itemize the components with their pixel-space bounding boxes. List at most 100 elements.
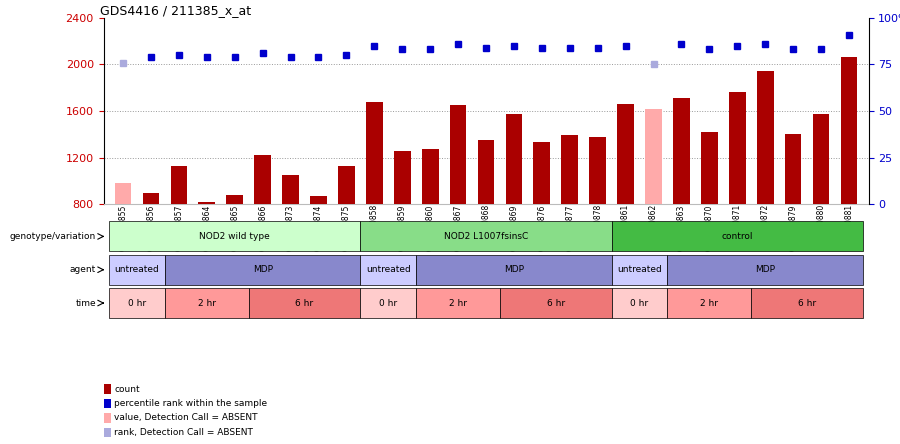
Text: GSM560855: GSM560855: [119, 204, 128, 250]
Text: 2 hr: 2 hr: [198, 298, 216, 308]
Bar: [109, 255, 165, 285]
Bar: [366, 102, 382, 204]
Bar: [104, 399, 111, 408]
Text: GSM560869: GSM560869: [509, 204, 518, 250]
Text: untreated: untreated: [114, 265, 159, 274]
Bar: [255, 155, 271, 204]
Bar: [668, 288, 751, 318]
Bar: [617, 104, 634, 204]
Bar: [752, 288, 863, 318]
Bar: [757, 71, 774, 204]
Text: GSM560862: GSM560862: [649, 204, 658, 250]
Text: genotype/variation: genotype/variation: [10, 232, 95, 241]
Text: GSM560864: GSM560864: [202, 204, 211, 250]
Bar: [450, 105, 466, 204]
Text: 2 hr: 2 hr: [700, 298, 718, 308]
Bar: [226, 195, 243, 204]
Text: GSM560874: GSM560874: [314, 204, 323, 250]
Text: 0 hr: 0 hr: [128, 298, 146, 308]
Text: untreated: untreated: [617, 265, 662, 274]
Text: GSM560881: GSM560881: [844, 204, 853, 250]
Bar: [360, 255, 416, 285]
Text: GSM560865: GSM560865: [230, 204, 239, 250]
Bar: [416, 288, 500, 318]
Bar: [506, 115, 522, 204]
Bar: [283, 175, 299, 204]
Text: GSM560879: GSM560879: [788, 204, 797, 250]
Text: NOD2 wild type: NOD2 wild type: [199, 232, 270, 241]
Text: 0 hr: 0 hr: [379, 298, 397, 308]
Text: 6 hr: 6 hr: [295, 298, 313, 308]
Bar: [114, 183, 131, 204]
Bar: [590, 137, 606, 204]
Text: untreated: untreated: [366, 265, 410, 274]
Text: GSM560873: GSM560873: [286, 204, 295, 250]
Text: agent: agent: [69, 265, 95, 274]
Bar: [562, 135, 578, 204]
Bar: [338, 166, 355, 204]
Text: GSM560863: GSM560863: [677, 204, 686, 250]
Text: MDP: MDP: [253, 265, 273, 274]
Text: GSM560875: GSM560875: [342, 204, 351, 250]
Bar: [729, 92, 746, 204]
Bar: [478, 140, 494, 204]
Text: GSM560857: GSM560857: [175, 204, 184, 250]
Text: GSM560856: GSM560856: [147, 204, 156, 250]
Bar: [612, 255, 668, 285]
Text: 6 hr: 6 hr: [798, 298, 816, 308]
Text: 6 hr: 6 hr: [546, 298, 565, 308]
Text: GSM560880: GSM560880: [816, 204, 825, 250]
Text: GSM560871: GSM560871: [733, 204, 742, 250]
Text: rank, Detection Call = ABSENT: rank, Detection Call = ABSENT: [114, 428, 253, 437]
Bar: [104, 413, 111, 423]
Bar: [645, 109, 662, 204]
Text: time: time: [76, 298, 95, 308]
Text: MDP: MDP: [504, 265, 524, 274]
Text: GSM560868: GSM560868: [482, 204, 490, 250]
Bar: [785, 134, 802, 204]
Text: GSM560870: GSM560870: [705, 204, 714, 250]
Text: GSM560878: GSM560878: [593, 204, 602, 250]
Bar: [813, 115, 830, 204]
Bar: [104, 428, 111, 437]
Text: 0 hr: 0 hr: [631, 298, 649, 308]
Bar: [170, 166, 187, 204]
Bar: [668, 255, 863, 285]
Bar: [360, 288, 416, 318]
Text: percentile rank within the sample: percentile rank within the sample: [114, 399, 267, 408]
Bar: [248, 288, 360, 318]
Text: GSM560859: GSM560859: [398, 204, 407, 250]
Bar: [165, 255, 360, 285]
Text: GSM560867: GSM560867: [454, 204, 463, 250]
Text: MDP: MDP: [755, 265, 775, 274]
Bar: [612, 222, 863, 251]
Text: 2 hr: 2 hr: [449, 298, 467, 308]
Text: control: control: [722, 232, 753, 241]
Text: GSM560861: GSM560861: [621, 204, 630, 250]
Bar: [416, 255, 612, 285]
Bar: [500, 288, 612, 318]
Bar: [198, 202, 215, 204]
Bar: [422, 150, 438, 204]
Bar: [394, 151, 410, 204]
Bar: [673, 98, 689, 204]
Bar: [142, 193, 159, 204]
Text: GSM560866: GSM560866: [258, 204, 267, 250]
Bar: [165, 288, 248, 318]
Text: GDS4416 / 211385_x_at: GDS4416 / 211385_x_at: [100, 4, 251, 16]
Bar: [701, 132, 717, 204]
Bar: [612, 288, 668, 318]
Bar: [109, 222, 360, 251]
Bar: [310, 196, 327, 204]
Text: value, Detection Call = ABSENT: value, Detection Call = ABSENT: [114, 413, 257, 422]
Text: GSM560876: GSM560876: [537, 204, 546, 250]
Bar: [104, 385, 111, 394]
Text: count: count: [114, 385, 140, 393]
Bar: [534, 143, 550, 204]
Text: GSM560860: GSM560860: [426, 204, 435, 250]
Bar: [841, 57, 858, 204]
Text: GSM560858: GSM560858: [370, 204, 379, 250]
Text: GSM560877: GSM560877: [565, 204, 574, 250]
Text: GSM560872: GSM560872: [760, 204, 770, 250]
Text: NOD2 L1007fsinsC: NOD2 L1007fsinsC: [444, 232, 528, 241]
